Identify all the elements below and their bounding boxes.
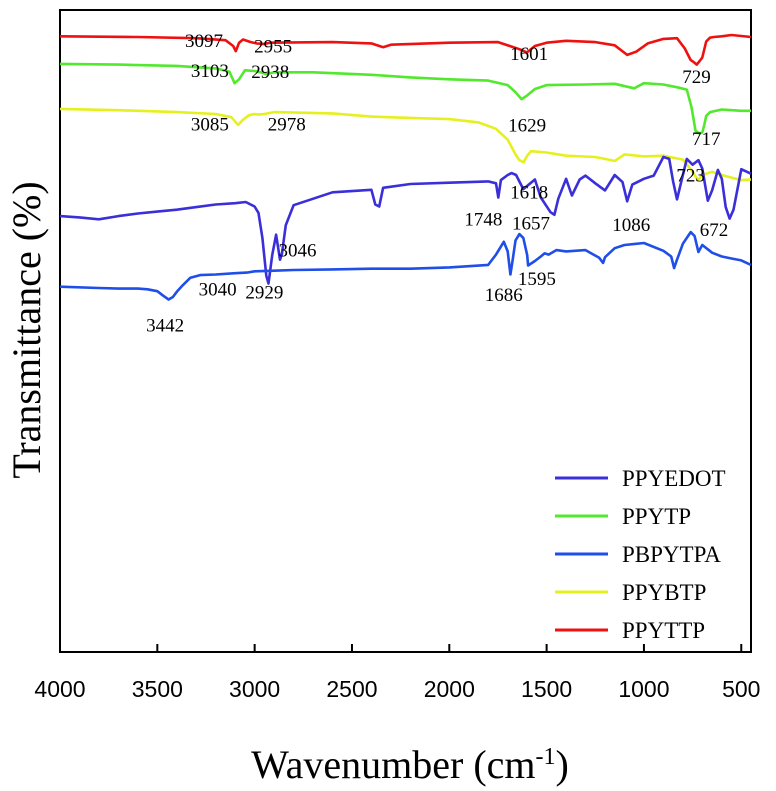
x-axis-label-superscript: -1 xyxy=(536,744,556,770)
x-axis-label-main: Wavenumber (cm xyxy=(251,742,535,787)
peak-label: 1748 xyxy=(464,210,502,231)
peak-label: 3103 xyxy=(191,61,229,82)
peak-annotations: 3097 2955 1601 729 3103 2938 1629 717 3085 2978 16… xyxy=(146,31,728,336)
x-tick-label: 1500 xyxy=(521,676,572,702)
peak-label: 1618 xyxy=(510,183,548,204)
peak-label: 1601 xyxy=(510,44,548,65)
x-tick-label: 3000 xyxy=(229,676,280,702)
peak-label: 2929 xyxy=(245,282,283,303)
peak-label: 3097 xyxy=(185,31,223,52)
series-layer xyxy=(59,33,752,301)
peak-label: 3040 xyxy=(199,280,237,301)
peak-label: 1657 xyxy=(512,214,550,235)
series-line-pbpytpa xyxy=(59,230,752,301)
legend-entry-label: PPYTTP xyxy=(622,618,705,643)
x-tick-label: 2500 xyxy=(326,676,377,702)
legend-entry-label: PPYBTP xyxy=(622,580,706,605)
peak-label: 723 xyxy=(676,165,705,186)
plot-frame xyxy=(59,9,752,653)
x-tick-label: 3500 xyxy=(132,676,183,702)
peak-label: 717 xyxy=(692,129,721,150)
legend-entry-label: PPYTP xyxy=(622,504,691,529)
series-line-ppytp xyxy=(59,62,751,135)
legend-entry-label: PBPYTPA xyxy=(622,542,721,567)
x-tick-label: 4000 xyxy=(34,676,85,702)
x-axis-ticks xyxy=(59,644,743,652)
legend-entry-label: PPYEDOT xyxy=(622,466,726,491)
x-tick-label: 500 xyxy=(722,676,760,702)
x-tick-label: 2000 xyxy=(424,676,475,702)
series-line-ppyedot xyxy=(59,155,752,285)
peak-label: 2978 xyxy=(268,115,306,136)
peak-label: 729 xyxy=(682,67,711,88)
series-line-ppyttp xyxy=(59,33,752,66)
legend: PPYEDOT PPYTP PBPYTPA PPYBTP PPYTTP xyxy=(555,466,726,643)
peak-label: 1086 xyxy=(612,215,650,236)
peak-label: 2938 xyxy=(251,62,289,83)
series-line-ppybtp xyxy=(59,107,752,182)
x-axis-label-close: ) xyxy=(556,742,569,787)
peak-label: 1629 xyxy=(508,115,546,136)
peak-label: 3046 xyxy=(278,241,316,262)
peak-label: 3442 xyxy=(146,316,184,337)
y-axis-label: Transmittance (%) xyxy=(4,181,49,478)
x-tick-labels: 4000 3500 3000 2500 2000 1500 1000 500 xyxy=(34,676,760,702)
peak-label: 3085 xyxy=(191,115,229,136)
x-axis-label: Wavenumber (cm-1) xyxy=(251,742,569,787)
peak-label: 1595 xyxy=(518,269,556,290)
peak-label: 672 xyxy=(700,220,729,241)
peak-label: 1686 xyxy=(485,285,523,306)
peak-label: 2955 xyxy=(254,36,292,57)
x-tick-label: 1000 xyxy=(618,676,669,702)
